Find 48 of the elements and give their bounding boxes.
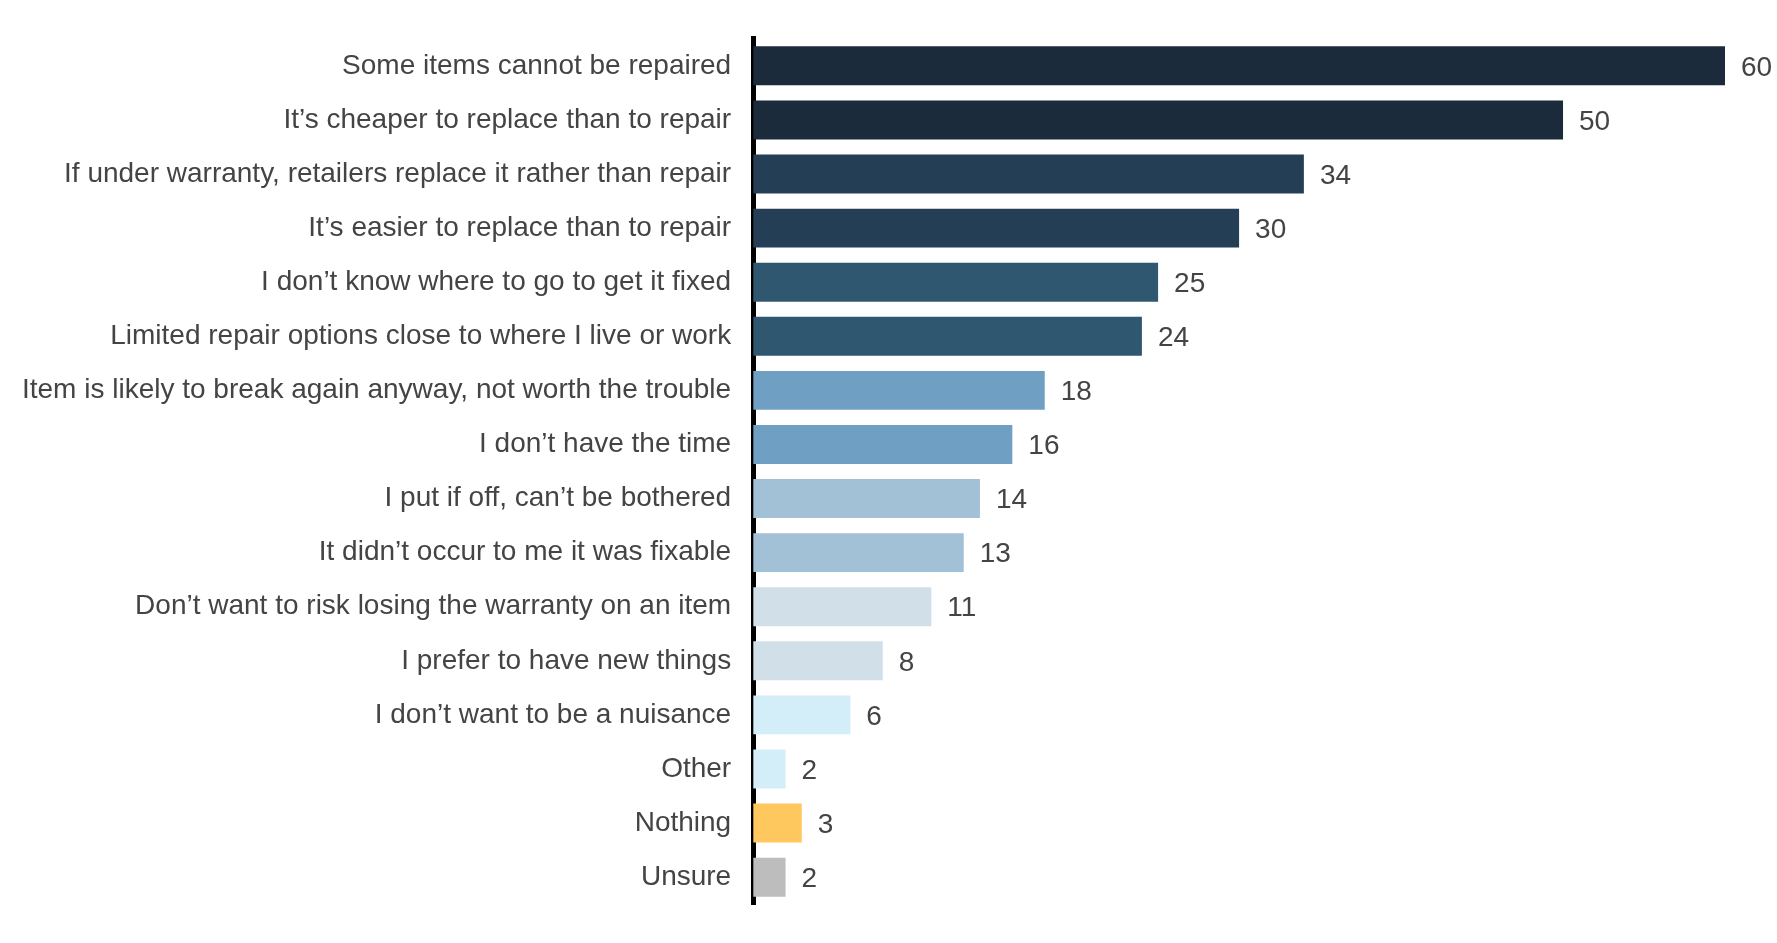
data-label: 2 xyxy=(801,753,818,785)
bar xyxy=(753,100,1564,140)
bar xyxy=(753,208,1240,248)
y-tick-label: Unsure xyxy=(640,859,732,891)
data-label: 14 xyxy=(995,483,1028,515)
bar xyxy=(753,370,1045,410)
data-label: 18 xyxy=(1060,375,1092,407)
bar xyxy=(753,154,1304,194)
data-label: 25 xyxy=(1174,266,1206,298)
y-tick-label: It didn’t occur to me it was fixable xyxy=(318,535,732,567)
bar xyxy=(753,533,964,573)
data-label: 3 xyxy=(817,807,834,839)
bar xyxy=(753,695,851,735)
y-tick-label: Item is likely to break again anyway, not worth the trouble xyxy=(21,373,732,405)
data-label: 6 xyxy=(866,699,882,731)
data-label: 34 xyxy=(1319,158,1352,190)
y-tick-label: I put if off, can’t be bothered xyxy=(384,481,732,513)
bar xyxy=(753,587,932,627)
y-tick-label: It’s cheaper to replace than to repair xyxy=(283,102,732,134)
bar xyxy=(753,479,980,519)
y-tick-label: Other xyxy=(661,751,732,783)
y-tick-label: It’s easier to replace than to repair xyxy=(308,210,732,242)
data-label: 60 xyxy=(1741,50,1773,82)
y-tick-label: I don’t have the time xyxy=(479,427,732,459)
y-tick-label: I prefer to have new things xyxy=(401,643,732,675)
data-label: 30 xyxy=(1255,212,1287,244)
y-tick-label: Some items cannot be repaired xyxy=(342,48,732,80)
y-tick-label: I don’t want to be a nuisance xyxy=(374,697,732,729)
data-label: 13 xyxy=(979,537,1011,569)
data-label: 50 xyxy=(1579,104,1611,136)
bar xyxy=(753,424,1013,464)
bar xyxy=(753,803,802,843)
y-tick-label: If under warranty, retailers replace it rather than repair xyxy=(64,156,732,188)
bar xyxy=(753,641,883,681)
bar xyxy=(753,46,1725,86)
y-tick-label: Don’t want to risk losing the warranty on an item xyxy=(135,589,732,621)
bar xyxy=(753,262,1159,302)
data-label: 8 xyxy=(898,645,915,677)
y-tick-label: Limited repair options close to where I live or work xyxy=(110,319,733,350)
y-tick-label: I don’t know where to go to get it fixed xyxy=(261,264,732,296)
data-label: 2 xyxy=(801,861,818,893)
y-tick-label: Nothing xyxy=(634,805,732,837)
bar xyxy=(753,749,786,789)
data-label: 16 xyxy=(1028,429,1060,461)
bar xyxy=(753,316,1142,356)
bar xyxy=(753,857,786,897)
data-label: 11 xyxy=(947,591,977,623)
data-label: 24 xyxy=(1157,321,1190,352)
